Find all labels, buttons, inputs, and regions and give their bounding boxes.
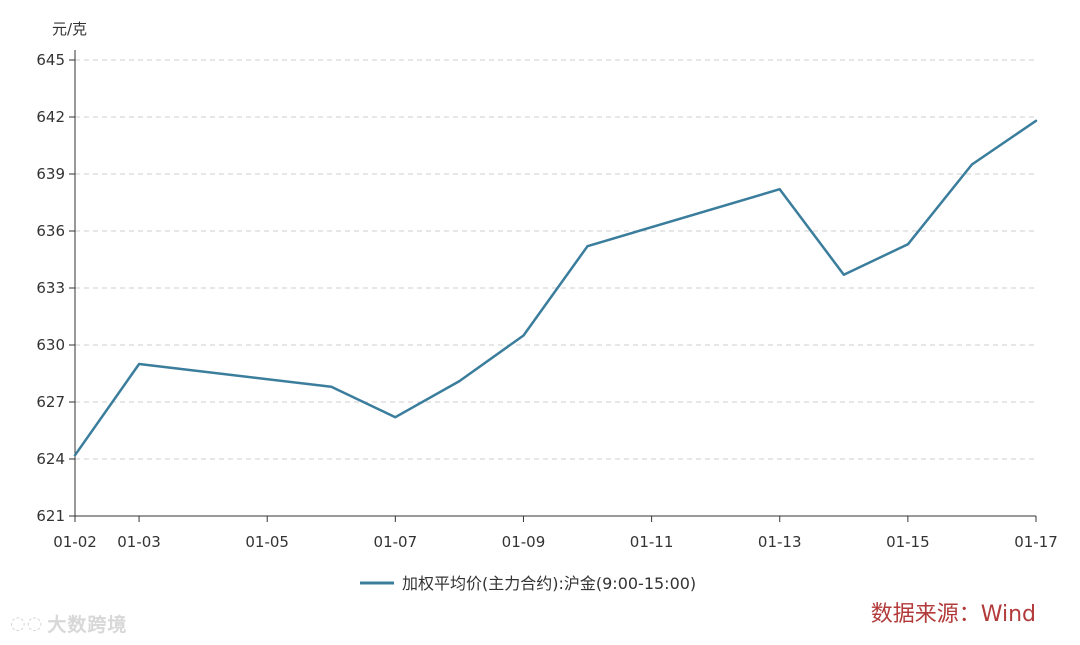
y-tick-label: 642 — [36, 108, 65, 126]
axes — [74, 50, 1036, 517]
y-tick-label: 624 — [36, 450, 65, 468]
x-tick-label: 01-13 — [758, 533, 802, 551]
x-axis-ticks: 01-02 01-03 01-05 01-07 01-09 01-11 01-13 01-15… — [53, 516, 1058, 551]
legend: 加权平均价(主力合约):沪金(9:00-15:00) — [360, 574, 696, 593]
series-line-0 — [73, 119, 1038, 457]
x-tick-label: 01-03 — [117, 533, 161, 551]
x-tick-label: 01-05 — [245, 533, 289, 551]
data-source-label: 数据来源：Wind — [870, 602, 1036, 627]
y-tick-label: 639 — [36, 165, 65, 183]
y-tick-label: 627 — [36, 393, 65, 411]
y-axis-unit-label: 元/克 — [52, 20, 87, 38]
grid-lines — [75, 59, 1036, 460]
x-tick-label: 01-09 — [502, 533, 546, 551]
x-tick-label: 01-02 — [53, 533, 97, 551]
x-tick-label: 01-17 — [1014, 533, 1058, 551]
y-tick-label: 645 — [36, 51, 65, 69]
y-axis-ticks: 621 624 627 630 633 636 639 642 645 — [36, 51, 75, 525]
x-tick-label: 01-07 — [374, 533, 418, 551]
series-lines — [73, 119, 1038, 457]
watermark: ◌◌ 大数跨境 — [10, 610, 127, 637]
y-tick-label: 621 — [36, 507, 65, 525]
x-tick-label: 01-11 — [630, 533, 674, 551]
y-tick-label: 633 — [36, 279, 65, 297]
watermark-text: 大数跨境 — [47, 614, 128, 636]
x-tick-label: 01-15 — [886, 533, 930, 551]
legend-entry-label: 加权平均价(主力合约):沪金(9:00-15:00) — [402, 574, 696, 593]
y-tick-label: 630 — [36, 336, 65, 354]
y-tick-label: 636 — [36, 222, 65, 240]
watermark-logo-icon: ◌◌ — [10, 613, 44, 634]
